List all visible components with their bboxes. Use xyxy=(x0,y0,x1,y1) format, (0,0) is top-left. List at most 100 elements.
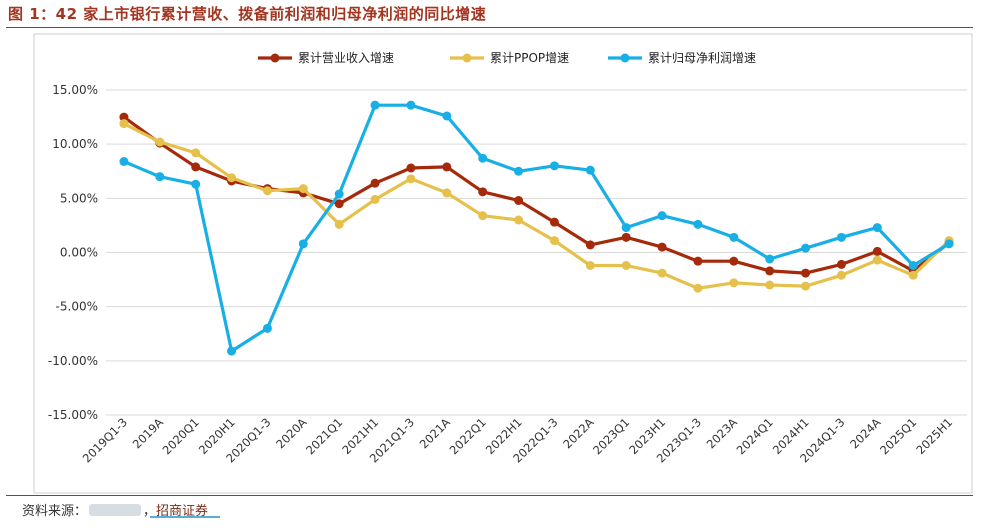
data-point xyxy=(514,196,524,205)
data-point xyxy=(442,162,452,172)
y-tick-label: 0.00% xyxy=(60,246,98,260)
data-point xyxy=(621,223,631,233)
data-point xyxy=(908,261,918,270)
data-point xyxy=(478,153,488,163)
data-point xyxy=(406,163,416,173)
y-tick-label: 10.00% xyxy=(52,137,98,151)
data-point xyxy=(262,186,272,196)
data-point xyxy=(836,270,846,280)
chart-legend: 累计营业收入增速 累计PPOP增速 累计归母净利润增速 xyxy=(258,51,756,65)
data-point xyxy=(872,223,882,233)
data-point xyxy=(872,255,882,265)
data-point xyxy=(585,165,595,175)
data-point xyxy=(370,100,380,110)
data-point xyxy=(442,188,452,198)
y-tick-label: -15.00% xyxy=(48,408,98,422)
series-line xyxy=(122,115,951,275)
x-tick-label: 2024Q1 xyxy=(734,415,776,457)
data-point xyxy=(119,119,129,129)
data-point xyxy=(514,215,524,225)
source-separator: ， xyxy=(143,504,157,519)
data-point xyxy=(334,199,344,209)
data-point xyxy=(693,283,703,293)
series-line xyxy=(122,121,951,290)
y-tick-label: 15.00% xyxy=(52,83,98,97)
data-point xyxy=(801,281,811,291)
data-point xyxy=(334,189,344,199)
x-tick-label: 2025H1 xyxy=(913,415,955,457)
line-chart: 累计营业收入增速 累计PPOP增速 累计归母净利润增速 15.00% 10.00% 5.… xyxy=(33,33,973,494)
legend-item: 累计营业收入增速 xyxy=(258,51,394,65)
legend-item: 累计PPOP增速 xyxy=(450,51,569,65)
data-point xyxy=(836,232,846,242)
legend-label: 累计归母净利润增速 xyxy=(648,51,756,65)
y-tick-label: -10.00% xyxy=(48,354,98,368)
legend-label: 累计营业收入增速 xyxy=(298,51,394,65)
y-axis-ticks: 15.00% 10.00% 5.00% 0.00% -5.00% -10.00% -15.0… xyxy=(48,83,98,422)
data-point xyxy=(872,246,882,256)
data-point xyxy=(693,256,703,266)
source-label: 资料来源： xyxy=(22,504,88,519)
x-tick-label: 2025Q1 xyxy=(877,415,919,457)
data-point xyxy=(549,236,559,246)
x-tick-label: 2020Q1 xyxy=(160,415,202,457)
data-point xyxy=(908,270,918,280)
data-point xyxy=(729,256,739,266)
legend-swatch-marker xyxy=(620,53,630,63)
brand-underline xyxy=(150,516,220,518)
data-point xyxy=(657,211,667,221)
figure-title: 图 1：42 家上市银行累计营收、拨备前利润和归母净利润的同比增速 xyxy=(8,5,487,23)
data-point xyxy=(657,268,667,278)
data-point xyxy=(191,148,201,158)
data-point xyxy=(155,172,165,182)
data-point xyxy=(621,232,631,242)
data-point xyxy=(478,187,488,197)
legend-swatch-marker xyxy=(270,53,280,63)
x-tick-label: 2023Q1 xyxy=(590,415,632,457)
data-point xyxy=(227,173,237,183)
series-line xyxy=(122,103,951,353)
data-point xyxy=(370,194,380,204)
x-tick-label: 2021Q1 xyxy=(303,415,345,457)
series-2 xyxy=(119,119,954,293)
data-point xyxy=(370,178,380,188)
series-group xyxy=(119,100,954,356)
title-divider xyxy=(6,27,973,28)
data-point xyxy=(119,112,129,122)
data-point xyxy=(406,100,416,110)
data-point xyxy=(298,184,308,194)
chart-frame xyxy=(33,33,973,494)
data-point xyxy=(298,239,308,249)
data-point xyxy=(442,111,452,121)
data-point xyxy=(514,166,524,176)
legend-swatch-marker xyxy=(462,53,472,63)
data-point xyxy=(406,174,416,184)
data-point xyxy=(334,219,344,229)
source-brand: 招商证券 xyxy=(156,504,209,519)
gridlines xyxy=(106,89,967,416)
data-point xyxy=(155,137,165,147)
data-point xyxy=(729,278,739,288)
data-point xyxy=(801,243,811,253)
data-point xyxy=(836,259,846,269)
data-point xyxy=(119,157,129,166)
data-point xyxy=(657,242,667,252)
x-tick-label: 2022Q1 xyxy=(447,415,489,457)
data-point xyxy=(227,346,237,356)
data-point xyxy=(191,179,201,189)
data-point xyxy=(585,261,595,270)
series-3 xyxy=(119,100,954,356)
data-point xyxy=(729,232,739,242)
data-point xyxy=(585,240,595,250)
y-tick-label: -5.00% xyxy=(56,300,98,314)
data-point xyxy=(693,219,703,229)
y-tick-label: 5.00% xyxy=(60,191,98,205)
legend-item: 累计归母净利润增速 xyxy=(608,51,756,65)
x-tick-label: 2019Q1-3 xyxy=(80,415,130,465)
data-point xyxy=(621,261,631,270)
data-point xyxy=(765,280,775,290)
data-point xyxy=(765,254,775,264)
data-point xyxy=(944,239,954,249)
data-point xyxy=(478,211,488,221)
